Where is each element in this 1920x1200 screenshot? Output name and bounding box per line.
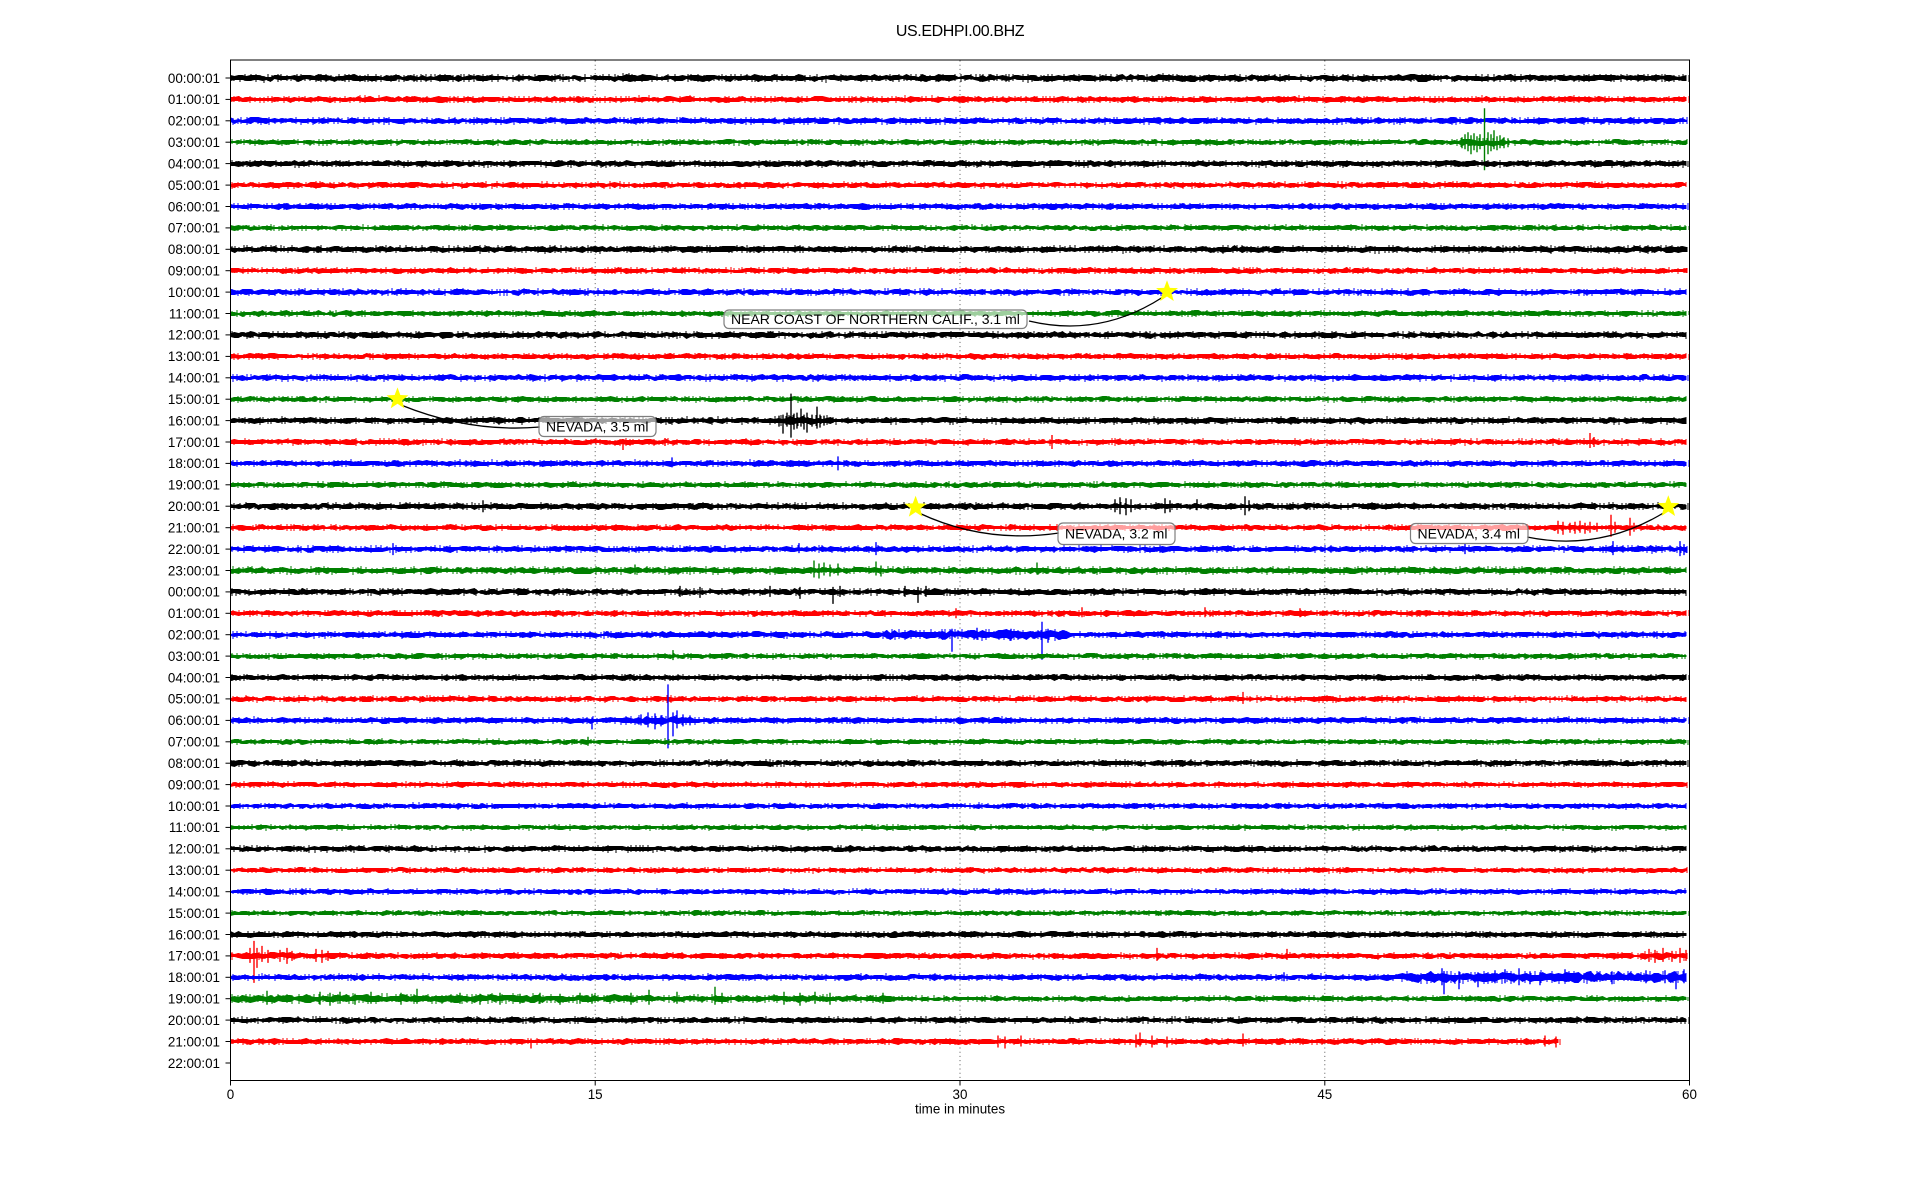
svg-text:13:00:01: 13:00:01 [168, 863, 220, 878]
svg-text:08:00:01: 08:00:01 [168, 242, 220, 257]
svg-text:15: 15 [588, 1087, 603, 1102]
svg-text:60: 60 [1682, 1087, 1697, 1102]
svg-text:NEVADA, 3.2 ml: NEVADA, 3.2 ml [1065, 526, 1167, 542]
svg-text:21:00:01: 21:00:01 [168, 1034, 220, 1049]
svg-text:45: 45 [1317, 1087, 1332, 1102]
svg-text:0: 0 [227, 1087, 234, 1102]
svg-text:16:00:01: 16:00:01 [168, 413, 220, 428]
svg-text:18:00:01: 18:00:01 [168, 970, 220, 985]
svg-text:18:00:01: 18:00:01 [168, 456, 220, 471]
svg-text:12:00:01: 12:00:01 [168, 328, 220, 343]
svg-text:05:00:01: 05:00:01 [168, 178, 220, 193]
svg-text:NEAR COAST OF NORTHERN CALIF.,: NEAR COAST OF NORTHERN CALIF., 3.1 ml [731, 311, 1020, 327]
svg-text:00:00:01: 00:00:01 [168, 71, 220, 86]
svg-text:11:00:01: 11:00:01 [169, 306, 220, 321]
svg-text:09:00:01: 09:00:01 [168, 777, 220, 792]
svg-text:16:00:01: 16:00:01 [168, 927, 220, 942]
svg-text:03:00:01: 03:00:01 [168, 649, 220, 664]
svg-text:19:00:01: 19:00:01 [168, 478, 220, 493]
svg-text:time in minutes: time in minutes [915, 1102, 1005, 1117]
svg-text:14:00:01: 14:00:01 [168, 371, 220, 386]
svg-text:19:00:01: 19:00:01 [168, 992, 220, 1007]
svg-text:20:00:01: 20:00:01 [168, 499, 220, 514]
svg-text:07:00:01: 07:00:01 [168, 221, 220, 236]
svg-text:04:00:01: 04:00:01 [168, 670, 220, 685]
svg-text:11:00:01: 11:00:01 [169, 820, 220, 835]
svg-text:06:00:01: 06:00:01 [168, 199, 220, 214]
svg-text:23:00:01: 23:00:01 [168, 563, 220, 578]
svg-text:22:00:01: 22:00:01 [168, 1056, 220, 1071]
svg-text:21:00:01: 21:00:01 [168, 521, 220, 536]
svg-text:01:00:01: 01:00:01 [168, 92, 220, 107]
svg-text:09:00:01: 09:00:01 [168, 264, 220, 279]
svg-text:02:00:01: 02:00:01 [168, 114, 220, 129]
svg-text:03:00:01: 03:00:01 [168, 135, 220, 150]
svg-text:12:00:01: 12:00:01 [168, 842, 220, 857]
svg-text:17:00:01: 17:00:01 [168, 949, 220, 964]
svg-text:22:00:01: 22:00:01 [168, 542, 220, 557]
svg-text:06:00:01: 06:00:01 [168, 713, 220, 728]
svg-text:17:00:01: 17:00:01 [168, 435, 220, 450]
svg-text:US.EDHPI.00.BHZ: US.EDHPI.00.BHZ [896, 23, 1025, 40]
svg-text:10:00:01: 10:00:01 [168, 799, 220, 814]
svg-text:04:00:01: 04:00:01 [168, 156, 220, 171]
svg-text:NEVADA, 3.4 ml: NEVADA, 3.4 ml [1418, 525, 1520, 541]
svg-text:07:00:01: 07:00:01 [168, 735, 220, 750]
svg-text:02:00:01: 02:00:01 [168, 628, 220, 643]
svg-text:10:00:01: 10:00:01 [168, 285, 220, 300]
svg-text:14:00:01: 14:00:01 [168, 885, 220, 900]
svg-text:20:00:01: 20:00:01 [168, 1013, 220, 1028]
svg-text:00:00:01: 00:00:01 [168, 585, 220, 600]
svg-text:13:00:01: 13:00:01 [168, 349, 220, 364]
svg-text:NEVADA, 3.5 ml: NEVADA, 3.5 ml [546, 418, 648, 434]
svg-text:15:00:01: 15:00:01 [168, 906, 220, 921]
svg-text:15:00:01: 15:00:01 [168, 392, 220, 407]
svg-text:08:00:01: 08:00:01 [168, 756, 220, 771]
svg-text:01:00:01: 01:00:01 [168, 606, 220, 621]
svg-text:05:00:01: 05:00:01 [168, 692, 220, 707]
svg-text:30: 30 [953, 1087, 968, 1102]
